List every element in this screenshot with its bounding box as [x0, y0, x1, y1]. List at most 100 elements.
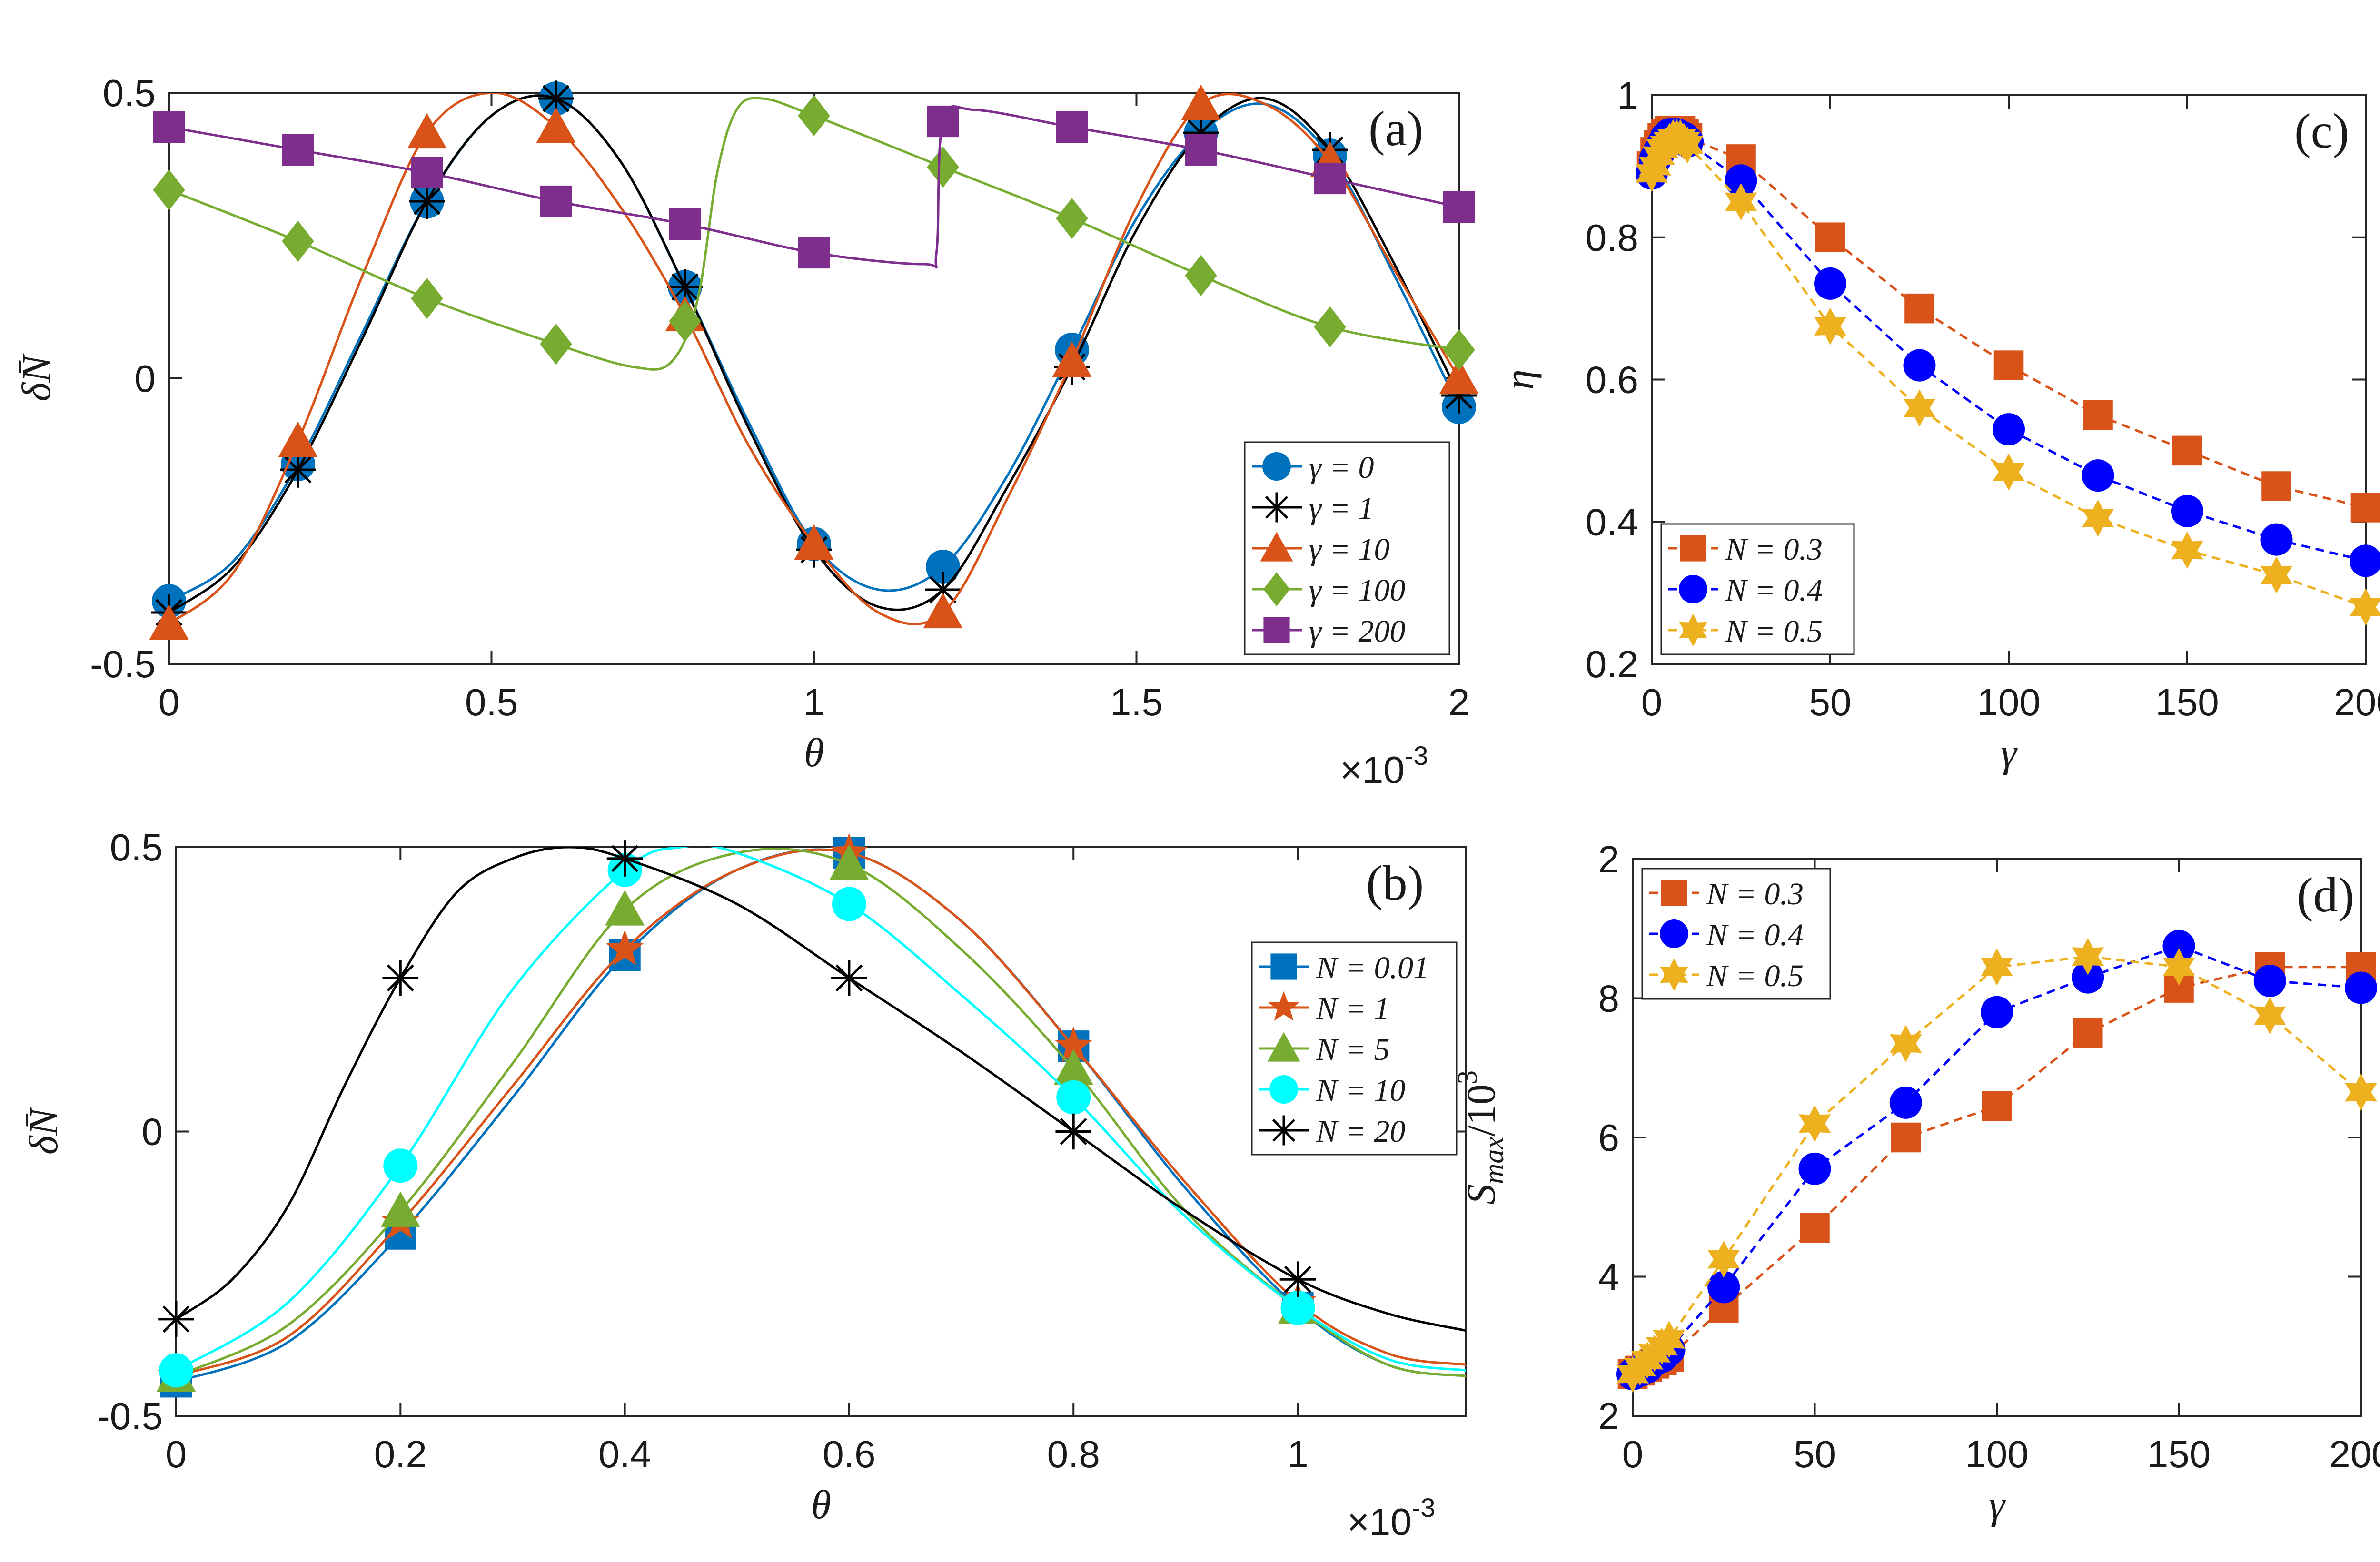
data-point [2260, 556, 2293, 594]
data-point [927, 105, 959, 138]
y-axis-label-exp: 3 [1452, 1070, 1483, 1084]
y-tick-label: 0.2 [1586, 643, 1638, 685]
data-point [2260, 523, 2293, 556]
legend-marker [1660, 958, 1688, 991]
data-point [2172, 435, 2202, 466]
legend-marker [1679, 575, 1707, 603]
x-tick-label: 1.5 [1110, 681, 1163, 723]
data-point [1903, 349, 1936, 382]
data-point [1185, 134, 1217, 166]
panel-label: (b) [1366, 856, 1424, 910]
data-point [832, 887, 866, 921]
data-point [1443, 329, 1475, 371]
series-4 [159, 847, 1466, 1388]
data-point [2253, 997, 2286, 1035]
data-point [158, 1301, 194, 1337]
y-tick-label: 0.5 [110, 826, 163, 869]
y-tick-label: 2 [1598, 1395, 1620, 1437]
x-tick-label: 0 [1641, 681, 1663, 723]
data-point [1279, 1261, 1316, 1297]
data-point [1056, 111, 1088, 143]
data-point [1443, 191, 1475, 223]
data-point [1904, 293, 1934, 324]
y-axis-label: δN̄ [13, 353, 59, 402]
data-point [411, 277, 443, 319]
y-tick-label: 0.8 [1586, 217, 1638, 259]
data-point [2162, 948, 2195, 986]
data-point [2072, 938, 2104, 975]
legend-label: N = 0.4 [1706, 918, 1804, 952]
legend-label: N = 0.4 [1725, 573, 1823, 608]
data-point [380, 1191, 420, 1227]
data-point [1056, 1080, 1091, 1115]
data-point [2350, 544, 2380, 577]
series-line [176, 847, 1466, 1332]
data-point [2345, 971, 2377, 1004]
y-tick-label: 0 [142, 1111, 163, 1153]
data-point [280, 452, 316, 488]
data-point [1280, 1290, 1315, 1325]
x-tick-label: 1 [1287, 1433, 1309, 1475]
data-point [2350, 588, 2380, 626]
data-point [1903, 389, 1936, 427]
data-point [1982, 1091, 2012, 1121]
y-tick-label: 1 [1617, 74, 1639, 117]
data-point [1671, 126, 1704, 164]
data-point [1981, 996, 2013, 1028]
x-multiplier: ×10-3 [1347, 1493, 1436, 1543]
data-point [1707, 1240, 1740, 1278]
legend: γ = 0 γ = 1 γ = 10 γ = 100 γ = 200 [1244, 441, 1450, 655]
data-point [538, 80, 574, 117]
x-tick-label: 0.4 [598, 1433, 651, 1475]
legend-label: N = 0.5 [1725, 614, 1823, 649]
legend-marker [1268, 991, 1299, 1021]
data-point [669, 208, 701, 240]
x-tick-label: 0 [1622, 1433, 1644, 1475]
data-point [1183, 115, 1219, 151]
legend-label: γ = 0 [1309, 450, 1374, 485]
y-axis-label-sub: max [1478, 1137, 1509, 1184]
x-multiplier: ×10-3 [1340, 741, 1428, 791]
legend-marker [1269, 1115, 1299, 1146]
data-point [1181, 84, 1221, 120]
y-tick-label: -0.5 [90, 643, 156, 685]
x-axis-label: θ [811, 1482, 831, 1527]
data-point [2082, 459, 2114, 492]
legend-label: γ = 10 [1309, 532, 1390, 567]
data-point [540, 323, 572, 365]
x-tick-label: 150 [2147, 1433, 2211, 1475]
data-point [411, 157, 443, 189]
axes-box [168, 92, 1460, 665]
x-tick-label: 0.8 [1047, 1433, 1100, 1475]
legend: N = 0.3 N = 0.4 N = 0.5 [1660, 523, 1855, 655]
data-point [1798, 1105, 1831, 1142]
data-point [1185, 255, 1217, 297]
panel-label: (a) [1368, 101, 1423, 156]
data-point [1725, 183, 1757, 221]
x-multiplier-exp: -3 [1405, 741, 1428, 771]
data-point [2171, 531, 2203, 569]
data-point [794, 524, 834, 560]
series-3 [1636, 119, 2380, 626]
data-point [1055, 1113, 1092, 1150]
data-point [606, 929, 644, 966]
data-point [409, 183, 445, 219]
data-point [1993, 350, 2024, 380]
data-point [1707, 1271, 1740, 1304]
legend-label: γ = 100 [1309, 573, 1406, 608]
data-point [925, 572, 961, 608]
legend-marker [1262, 452, 1291, 481]
y-tick-label: 4 [1598, 1256, 1620, 1298]
legend-label: N = 0.01 [1316, 950, 1429, 985]
x-tick-label: 1 [803, 681, 825, 723]
data-point [1053, 1049, 1093, 1085]
legend-marker [1270, 953, 1297, 980]
legend-label: N = 0.3 [1725, 532, 1823, 567]
y-axis-label: δN̄ [20, 1106, 66, 1155]
data-point [1800, 1213, 1830, 1243]
x-tick-label: 200 [2334, 681, 2380, 723]
data-point [1993, 453, 2025, 491]
data-point [1889, 1025, 1922, 1062]
data-point [2073, 1018, 2103, 1048]
panel-d: 05010015020024682γSmax/103(d)N = 0.3N = … [1452, 838, 2380, 1527]
